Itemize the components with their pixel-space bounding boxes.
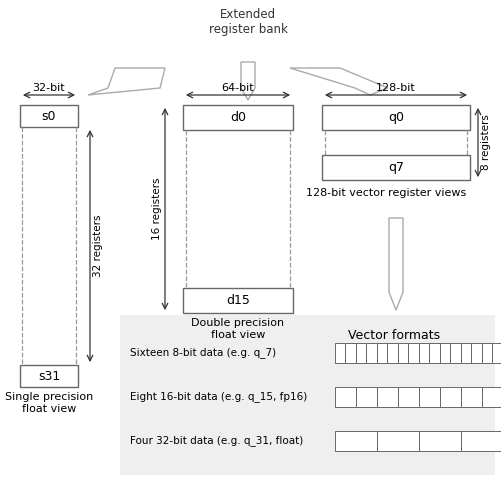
Bar	[450, 343, 461, 363]
Bar	[377, 431, 419, 451]
Bar	[429, 343, 440, 363]
Bar	[461, 431, 501, 451]
Text: s0: s0	[42, 109, 56, 122]
Bar	[419, 431, 461, 451]
Bar	[482, 387, 501, 407]
Text: Double precision
float view: Double precision float view	[191, 318, 285, 340]
Polygon shape	[88, 68, 165, 95]
Bar	[322, 105, 470, 130]
Text: 32-bit: 32-bit	[33, 83, 65, 93]
Bar	[367, 343, 377, 363]
Bar	[482, 343, 492, 363]
Bar	[335, 431, 377, 451]
Bar	[408, 343, 419, 363]
Text: Sixteen 8-bit data (e.g. q_7): Sixteen 8-bit data (e.g. q_7)	[130, 348, 276, 359]
Bar	[183, 105, 293, 130]
Text: 128-bit: 128-bit	[376, 83, 416, 93]
Bar	[492, 343, 501, 363]
Bar	[398, 387, 419, 407]
Text: d15: d15	[226, 294, 250, 307]
Bar	[377, 343, 387, 363]
Bar	[335, 387, 356, 407]
Text: 32 registers: 32 registers	[93, 215, 103, 277]
Text: 128-bit vector register views: 128-bit vector register views	[306, 188, 466, 198]
Bar	[440, 343, 450, 363]
Bar	[356, 387, 377, 407]
Text: Single precision
float view: Single precision float view	[5, 392, 93, 414]
Bar	[335, 343, 346, 363]
Text: Extended
register bank: Extended register bank	[208, 8, 288, 36]
Bar	[398, 343, 408, 363]
Bar	[120, 315, 495, 475]
Bar	[377, 387, 398, 407]
Polygon shape	[290, 68, 388, 95]
Text: Vector formats: Vector formats	[348, 329, 440, 342]
Bar	[471, 343, 482, 363]
Bar	[419, 343, 429, 363]
Bar	[183, 288, 293, 313]
Text: q0: q0	[388, 111, 404, 124]
Bar	[440, 387, 461, 407]
Bar	[346, 343, 356, 363]
Text: d0: d0	[230, 111, 246, 124]
Text: s31: s31	[38, 369, 60, 382]
Text: 64-bit: 64-bit	[221, 83, 255, 93]
Text: 8 registers: 8 registers	[481, 115, 491, 170]
Text: Eight 16-bit data (e.g. q_15, fp16): Eight 16-bit data (e.g. q_15, fp16)	[130, 392, 307, 403]
Text: Four 32-bit data (e.g. q_31, float): Four 32-bit data (e.g. q_31, float)	[130, 436, 303, 446]
Text: q7: q7	[388, 161, 404, 174]
Bar	[387, 343, 398, 363]
Bar	[419, 387, 440, 407]
Bar	[461, 387, 482, 407]
Bar	[356, 343, 367, 363]
Bar	[20, 365, 78, 387]
Bar	[20, 105, 78, 127]
Polygon shape	[389, 218, 403, 310]
Text: 16 registers: 16 registers	[152, 178, 162, 240]
Bar	[461, 343, 471, 363]
Polygon shape	[241, 62, 255, 100]
Bar	[322, 155, 470, 180]
